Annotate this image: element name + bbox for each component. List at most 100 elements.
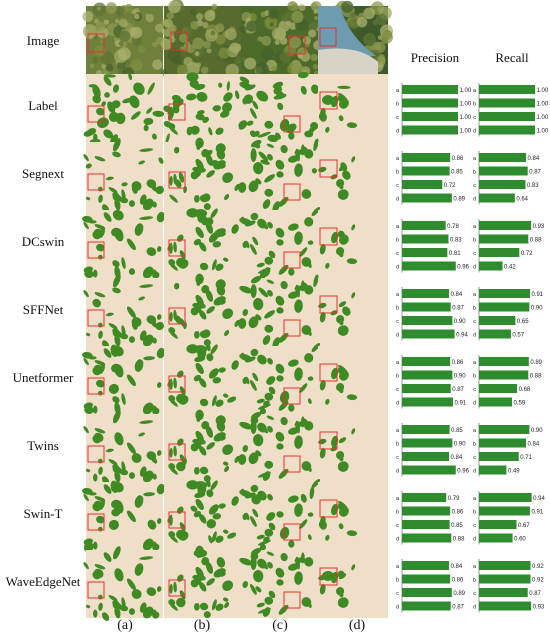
bar-recall-c [479,316,516,325]
bar-precision-b [402,302,451,312]
category-label: a [473,224,477,230]
value-label: 0.84 [451,292,463,298]
bar-precision-b [402,234,449,244]
category-label: d [473,265,476,271]
bar-precision-c [402,452,450,461]
category-label: c [396,319,399,325]
value-label: 0.94 [533,496,545,502]
prediction-map-Segnext-c [238,138,319,212]
prediction-map-Unetformer-c [239,342,321,415]
value-label: 0.90 [531,306,543,312]
value-label: 0.89 [453,197,465,203]
value-label: 0.85 [451,170,463,176]
category-label: c [396,115,399,121]
value-label: 0.72 [521,251,533,257]
bar-recall-d [479,465,507,475]
category-label: c [396,183,399,189]
bar-precision-d [402,329,455,339]
value-label: 0.84 [451,455,463,461]
value-label: 0.91 [531,292,543,298]
row-label-waveedgenet: WaveEdgeNet [5,574,81,589]
category-label: d [473,605,476,611]
value-label: 0.87 [452,605,464,611]
category-label: b [396,442,399,448]
precision-header: Precision [410,50,460,65]
value-label: 0.83 [527,183,539,189]
prediction-map-Label-b [163,72,241,144]
bar-precision-b [402,574,451,584]
value-label: 1.00 [537,115,549,121]
category-label: a [396,156,400,162]
category-label: a [473,496,477,502]
bar-recall-d [479,533,513,543]
bar-recall-c [479,384,518,393]
prediction-map-Twins-a [83,410,163,485]
value-label: 0.87 [529,591,541,597]
value-label: 1.00 [537,129,549,135]
category-label: c [396,591,399,597]
category-label: b [396,306,399,312]
category-label: a [396,224,400,230]
value-label: 0.96 [457,469,469,475]
bar-recall-a [479,357,529,366]
bar-precision-a [402,493,447,502]
prediction-map-WaveEdgeNet-b [164,545,241,619]
category-label: b [473,442,476,448]
value-label: 0.94 [456,333,468,339]
value-label: 0.65 [517,319,529,325]
category-label: a [473,564,477,570]
row-label-swin-t: Swin-T [23,506,63,521]
bar-precision-b [402,166,450,176]
value-label: 0.78 [447,224,459,230]
category-label: c [396,387,399,393]
category-label: a [396,292,400,298]
column-label-d: (d) [348,618,366,633]
bar-precision-a [402,425,450,434]
bar-precision-c [402,384,451,393]
prediction-map-Label-d [318,74,388,142]
row-label-dcswin: DCswin [21,234,65,249]
value-label: 1.00 [460,102,472,108]
bar-recall-d [479,193,515,203]
bar-recall-a [479,425,530,434]
prediction-map-Segnext-b [164,137,241,211]
value-label: 0.60 [514,537,526,543]
value-label: 0.84 [451,564,463,570]
prediction-map-WaveEdgeNet-c [239,547,318,618]
category-label: a [396,360,400,366]
category-label: d [396,333,399,339]
bar-recall-a [479,493,532,502]
category-label: c [473,455,476,461]
category-label: a [473,360,477,366]
category-label: d [396,401,399,407]
bar-precision-b [402,370,453,380]
category-label: b [473,578,476,584]
value-label: 1.00 [460,88,472,94]
value-label: 0.68 [519,387,531,393]
prediction-map-Twins-c [238,411,318,482]
value-label: 0.49 [508,469,520,475]
prediction-map-Unetformer-a [82,344,166,415]
column-label-c: (c) [272,618,288,633]
prediction-map-Label-a [83,72,165,145]
value-label: 0.92 [532,564,544,570]
value-label: 0.90 [454,374,466,380]
row-label-label: Label [28,98,58,113]
bar-recall-a [479,561,531,570]
bar-precision-c [402,180,443,189]
bar-recall-d [479,397,513,407]
value-label: 1.00 [537,88,549,94]
column-label-a: (a) [117,618,133,633]
bar-recall-c [479,452,519,461]
category-label: d [396,605,399,611]
value-label: 0.87 [529,170,541,176]
prediction-map-SFFNet-c [238,274,319,348]
value-label: 0.87 [452,306,464,312]
category-label: d [396,265,399,271]
category-label: b [396,510,399,516]
value-label: 0.87 [452,387,464,393]
prediction-map-Unetformer-d [318,346,388,414]
value-label: 0.42 [504,265,516,271]
value-label: 0.81 [449,251,461,257]
category-label: b [473,306,476,312]
